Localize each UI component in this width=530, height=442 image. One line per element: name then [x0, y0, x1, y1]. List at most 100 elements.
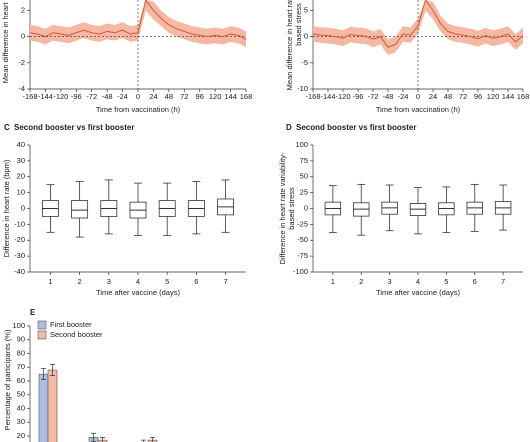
- y-tick-label: 5: [304, 5, 308, 14]
- error-bar: [41, 368, 46, 380]
- x-tick-label: 7: [501, 277, 505, 286]
- x-tick-label: 144: [224, 92, 237, 101]
- confidence-band: [313, 0, 523, 55]
- y-tick-label: 60: [17, 376, 25, 385]
- confidence-band: [30, 0, 246, 48]
- x-tick-label: 96: [196, 92, 204, 101]
- legend-label: Second booster: [50, 330, 103, 339]
- y-tick-label: -25: [297, 219, 308, 228]
- y-tick-label: 30: [17, 156, 25, 165]
- x-tick-label: 24: [149, 92, 157, 101]
- y-axis-label: based stress: [287, 187, 296, 230]
- x-tick-label: 72: [180, 92, 188, 101]
- x-tick-label: 48: [165, 92, 173, 101]
- y-tick-label: 40: [17, 140, 25, 149]
- y-tick-label: 25: [300, 188, 308, 197]
- x-tick-label: -120: [53, 92, 68, 101]
- y-axis-label: Percentage of participants (%): [3, 329, 12, 430]
- x-tick-label: 144: [502, 92, 515, 101]
- panel-label: E: [30, 308, 36, 317]
- y-tick-label: 30: [17, 417, 25, 426]
- bar: [47, 369, 58, 442]
- error-bar: [50, 364, 55, 376]
- y-tick-label: -30: [14, 251, 25, 260]
- mean-line: [30, 0, 246, 40]
- y-tick-label: 10: [17, 188, 25, 197]
- y-tick-label: 90: [17, 335, 25, 344]
- y-tick-label: 20: [17, 172, 25, 181]
- x-tick-label: -144: [38, 92, 53, 101]
- y-tick-label: -40: [14, 267, 25, 276]
- x-tick-label: -96: [71, 92, 82, 101]
- x-tick-label: 120: [209, 92, 222, 101]
- y-axis-label: based stress: [294, 3, 303, 46]
- x-tick-label: -24: [117, 92, 128, 101]
- x-tick-label: 0: [136, 92, 140, 101]
- x-axis-label: Time from vaccination (h): [96, 105, 181, 114]
- x-axis-label: Time from vaccination (h): [376, 105, 461, 114]
- x-tick-label: 120: [487, 92, 500, 101]
- y-tick-label: 0: [304, 32, 308, 41]
- legend-swatch: [37, 320, 47, 330]
- box: [71, 200, 89, 219]
- y-tick-label: -10: [14, 219, 25, 228]
- x-tick-label: 5: [165, 277, 169, 286]
- x-tick-label: 3: [388, 277, 392, 286]
- x-tick-label: -96: [353, 92, 364, 101]
- x-tick-label: -72: [368, 92, 379, 101]
- x-tick-label: 1: [48, 277, 52, 286]
- plot: [30, 0, 246, 89]
- x-tick-label: 1: [331, 277, 335, 286]
- plot: [38, 364, 158, 442]
- legend-swatch: [37, 330, 47, 340]
- x-tick-label: 2: [359, 277, 363, 286]
- y-axis-label: Mean difference in heart rate variabilit…: [285, 0, 294, 90]
- y-tick-label: 0: [304, 203, 308, 212]
- y-tick-label: 0: [21, 203, 25, 212]
- x-axis-label: Time after vaccine (days): [96, 288, 180, 297]
- y-tick-label: -2: [18, 58, 25, 67]
- x-tick-label: 72: [459, 92, 467, 101]
- x-tick-label: 7: [223, 277, 227, 286]
- y-tick-label: 0: [21, 32, 25, 41]
- y-tick-label: 80: [17, 348, 25, 357]
- x-tick-label: -168: [305, 92, 320, 101]
- x-tick-label: -48: [102, 92, 113, 101]
- panel-label: C: [4, 123, 10, 132]
- x-tick-label: 2: [78, 277, 82, 286]
- y-tick-label: 70: [17, 362, 25, 371]
- panel-label: D: [286, 123, 292, 132]
- y-tick-label: 100: [12, 321, 25, 330]
- x-tick-label: 168: [517, 92, 530, 101]
- x-tick-label: 24: [429, 92, 437, 101]
- x-tick-label: 4: [136, 277, 140, 286]
- x-tick-label: 168: [240, 92, 253, 101]
- x-tick-label: -120: [335, 92, 350, 101]
- y-tick-label: -20: [14, 235, 25, 244]
- x-tick-label: -168: [22, 92, 37, 101]
- y-tick-label: 40: [17, 403, 25, 412]
- y-tick-label: -75: [297, 251, 308, 260]
- y-axis-label: Difference in heart rate (bpm): [2, 159, 11, 257]
- x-tick-label: 6: [473, 277, 477, 286]
- y-tick-label: 50: [17, 390, 25, 399]
- mean-line: [313, 0, 523, 48]
- y-tick-label: 2: [21, 5, 25, 14]
- legend-label: First booster: [50, 320, 92, 329]
- x-axis-label: Time after vaccine (days): [376, 288, 460, 297]
- panel-title: Second booster vs first booster: [14, 123, 134, 132]
- x-tick-label: -24: [398, 92, 409, 101]
- x-tick-label: 3: [107, 277, 111, 286]
- x-tick-label: -72: [86, 92, 97, 101]
- x-tick-label: 48: [444, 92, 452, 101]
- x-tick-label: 4: [416, 277, 420, 286]
- x-tick-label: 5: [444, 277, 448, 286]
- y-tick-label: 100: [295, 140, 308, 149]
- y-tick-label: 50: [300, 172, 308, 181]
- y-tick-label: -50: [297, 235, 308, 244]
- plot: [313, 0, 523, 89]
- x-tick-label: 0: [416, 92, 420, 101]
- x-tick-label: -48: [383, 92, 394, 101]
- bar: [38, 373, 49, 442]
